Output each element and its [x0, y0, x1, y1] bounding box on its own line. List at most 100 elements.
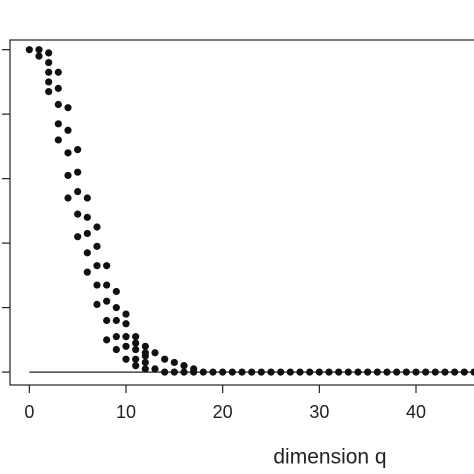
x-tick-label: 0 [24, 402, 34, 422]
point [325, 368, 333, 376]
point [431, 368, 439, 376]
point [54, 100, 62, 109]
point [170, 358, 178, 367]
point [132, 355, 140, 363]
x-axis-label: dimension q [273, 446, 386, 469]
point [451, 368, 459, 376]
point [83, 268, 91, 276]
point [364, 368, 372, 376]
plot-frame [9, 39, 474, 386]
point [373, 368, 381, 376]
point [141, 365, 149, 373]
point [180, 362, 188, 370]
point [248, 368, 256, 376]
point [141, 358, 149, 367]
point [74, 168, 82, 176]
point [64, 126, 72, 134]
point [441, 368, 449, 376]
point [45, 78, 53, 86]
point [83, 229, 91, 238]
point [83, 194, 91, 202]
point [54, 84, 62, 92]
point [64, 194, 72, 202]
x-tick-label: 20 [213, 402, 233, 422]
point [122, 342, 130, 350]
point [112, 316, 120, 325]
point [74, 187, 82, 196]
point [93, 262, 101, 270]
point [151, 365, 159, 373]
point [132, 345, 140, 354]
point [460, 368, 468, 376]
point [344, 368, 352, 376]
point [238, 368, 246, 376]
point [74, 233, 82, 241]
point [296, 368, 304, 376]
point [103, 281, 111, 289]
point [45, 58, 53, 67]
point [335, 368, 343, 376]
point [103, 316, 111, 325]
point [64, 149, 72, 157]
point [64, 171, 72, 180]
point [122, 333, 130, 341]
point [470, 368, 474, 376]
point [83, 213, 91, 221]
point [141, 352, 149, 360]
point [112, 304, 120, 312]
point [402, 368, 410, 376]
point [74, 210, 82, 218]
point [112, 333, 120, 341]
point [190, 368, 198, 376]
point [112, 287, 120, 296]
point [315, 368, 323, 376]
point [54, 136, 62, 144]
point [180, 368, 188, 376]
point [354, 368, 362, 376]
point [35, 46, 43, 54]
point [45, 49, 53, 57]
point [257, 368, 265, 376]
point [228, 368, 236, 376]
point [35, 52, 43, 60]
point [103, 297, 111, 305]
point [277, 368, 285, 376]
x-tick-label: 10 [116, 402, 136, 422]
point [170, 368, 178, 376]
point [54, 120, 62, 128]
point [132, 339, 140, 347]
point [45, 68, 53, 76]
point [199, 368, 207, 376]
x-tick-label: 30 [309, 402, 329, 422]
point [122, 355, 130, 363]
point [74, 146, 82, 154]
point [122, 310, 130, 318]
point [219, 368, 227, 376]
point [209, 368, 217, 376]
point [25, 46, 33, 54]
point [112, 345, 120, 354]
point [93, 300, 101, 308]
x-tick-label: 40 [406, 402, 426, 422]
point [54, 68, 62, 76]
point [103, 262, 111, 270]
point [286, 368, 294, 376]
point [132, 333, 140, 341]
point [151, 349, 159, 357]
point [93, 281, 101, 289]
point [103, 336, 111, 344]
point [132, 362, 140, 370]
point [122, 320, 130, 328]
point [393, 368, 401, 376]
point [45, 87, 53, 96]
point [93, 223, 101, 231]
point [422, 368, 430, 376]
point [141, 342, 149, 350]
point [83, 249, 91, 257]
point [412, 368, 420, 376]
point [161, 355, 169, 363]
point [161, 368, 169, 376]
point [64, 104, 72, 112]
point [93, 242, 101, 250]
